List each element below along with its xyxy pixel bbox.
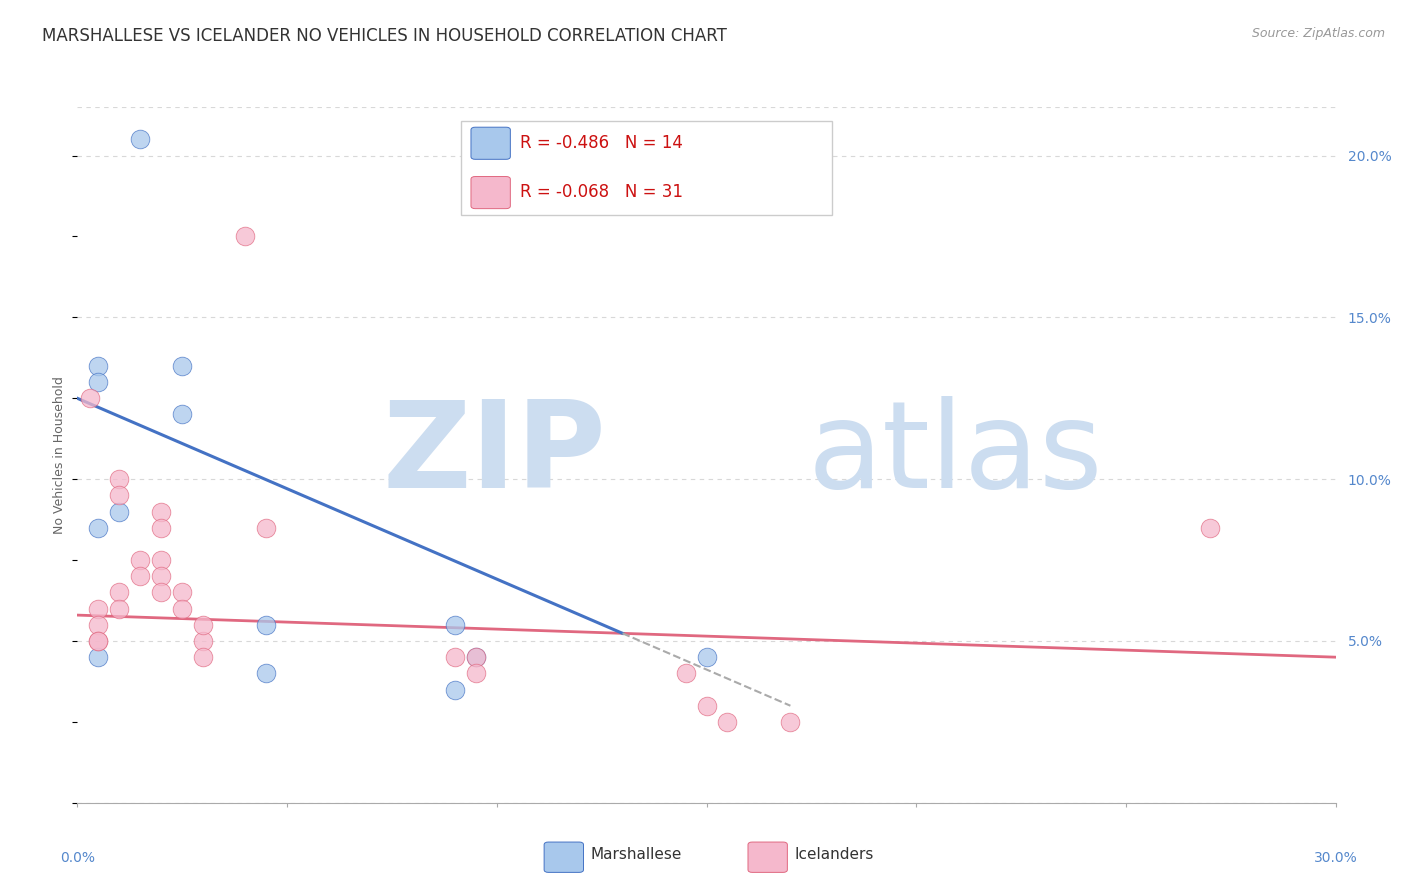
Point <box>233 229 256 244</box>
Text: 30.0%: 30.0% <box>1313 851 1358 865</box>
Point <box>87 617 110 632</box>
Y-axis label: No Vehicles in Household: No Vehicles in Household <box>52 376 66 533</box>
Point <box>87 634 110 648</box>
Point <box>191 634 215 648</box>
Point <box>150 585 173 599</box>
Text: ZIP: ZIP <box>382 396 606 514</box>
Point <box>108 585 131 599</box>
Text: R = -0.068   N = 31: R = -0.068 N = 31 <box>520 183 683 202</box>
Point <box>129 132 152 146</box>
Point <box>87 521 110 535</box>
Text: R = -0.486   N = 14: R = -0.486 N = 14 <box>520 134 683 152</box>
Point <box>191 617 215 632</box>
Point <box>191 650 215 665</box>
Point <box>87 634 110 648</box>
Text: atlas: atlas <box>807 396 1102 514</box>
Point <box>87 650 110 665</box>
Point <box>1198 521 1220 535</box>
Point <box>108 601 131 615</box>
Point <box>444 650 467 665</box>
Point <box>716 714 738 729</box>
Point <box>150 521 173 535</box>
Point <box>254 617 277 632</box>
Text: Icelanders: Icelanders <box>794 847 873 863</box>
Point <box>779 714 801 729</box>
Point <box>444 617 467 632</box>
Point <box>254 666 277 681</box>
Point <box>87 359 110 373</box>
Text: Source: ZipAtlas.com: Source: ZipAtlas.com <box>1251 27 1385 40</box>
Point <box>108 504 131 518</box>
Point <box>464 650 486 665</box>
Point <box>129 569 152 583</box>
Point <box>464 666 486 681</box>
Point <box>172 601 194 615</box>
Point <box>150 504 173 518</box>
Point <box>150 569 173 583</box>
Point <box>675 666 697 681</box>
Point <box>172 585 194 599</box>
Text: Marshallese: Marshallese <box>591 847 682 863</box>
Point <box>696 650 718 665</box>
Point <box>108 488 131 502</box>
Point <box>172 359 194 373</box>
Point <box>696 698 718 713</box>
Point <box>150 553 173 567</box>
Point <box>254 521 277 535</box>
Point <box>87 601 110 615</box>
Text: MARSHALLESE VS ICELANDER NO VEHICLES IN HOUSEHOLD CORRELATION CHART: MARSHALLESE VS ICELANDER NO VEHICLES IN … <box>42 27 727 45</box>
Point <box>79 392 101 406</box>
Point <box>172 408 194 422</box>
Point <box>87 375 110 389</box>
Point <box>108 472 131 486</box>
Point <box>444 682 467 697</box>
Text: 0.0%: 0.0% <box>60 851 94 865</box>
Point <box>129 553 152 567</box>
Point <box>464 650 486 665</box>
